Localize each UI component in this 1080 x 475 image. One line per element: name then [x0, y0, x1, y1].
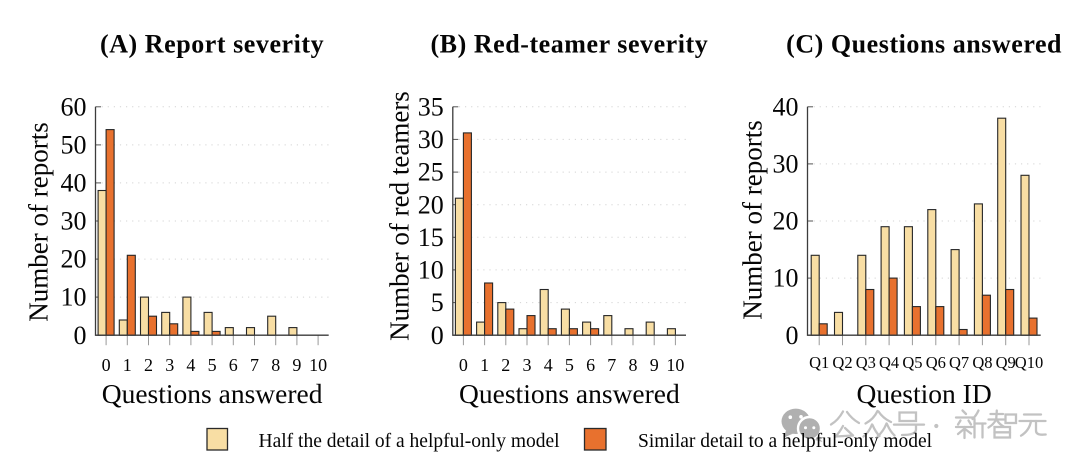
svg-text:2: 2 [144, 355, 153, 375]
svg-text:Questions answered: Questions answered [459, 378, 680, 409]
svg-text:6: 6 [229, 355, 238, 375]
svg-text:3: 3 [523, 355, 532, 375]
svg-text:(C) Questions answered: (C) Questions answered [786, 30, 1062, 59]
svg-text:10: 10 [666, 355, 684, 375]
svg-text:Number of red teamers: Number of red teamers [385, 91, 415, 341]
svg-text:7: 7 [607, 355, 616, 375]
svg-text:40: 40 [61, 169, 87, 198]
svg-text:0: 0 [74, 321, 87, 350]
svg-text:0: 0 [431, 321, 444, 350]
svg-text:Half the detail of a helpful-o: Half the detail of a helpful-only model [259, 431, 561, 452]
svg-text:Q1: Q1 [809, 353, 829, 372]
svg-text:Q9: Q9 [996, 353, 1016, 372]
svg-text:8: 8 [271, 355, 280, 375]
svg-text:10: 10 [773, 264, 799, 293]
svg-text:Q7: Q7 [949, 353, 969, 372]
svg-text:50: 50 [61, 131, 87, 160]
svg-text:7: 7 [250, 355, 259, 375]
svg-text:9: 9 [650, 355, 659, 375]
svg-text:1: 1 [123, 355, 132, 375]
svg-text:5: 5 [565, 355, 574, 375]
svg-text:6: 6 [586, 355, 595, 375]
svg-text:Questions answered: Questions answered [102, 378, 323, 409]
svg-text:9: 9 [292, 355, 301, 375]
svg-text:35: 35 [418, 92, 444, 121]
svg-text:20: 20 [773, 207, 799, 236]
svg-text:30: 30 [418, 125, 444, 154]
svg-text:30: 30 [61, 207, 87, 236]
svg-text:0: 0 [459, 355, 468, 375]
svg-text:15: 15 [418, 223, 444, 252]
svg-text:10: 10 [418, 256, 444, 285]
svg-text:4: 4 [186, 355, 195, 375]
svg-text:Q8: Q8 [972, 353, 992, 372]
svg-text:30: 30 [773, 150, 799, 179]
svg-text:8: 8 [629, 355, 638, 375]
svg-text:25: 25 [418, 158, 444, 187]
svg-text:10: 10 [309, 355, 327, 375]
svg-text:20: 20 [61, 245, 87, 274]
svg-text:40: 40 [773, 92, 799, 121]
svg-text:0: 0 [786, 321, 799, 350]
svg-text:5: 5 [208, 355, 217, 375]
svg-text:Q4: Q4 [879, 353, 899, 372]
svg-text:(B) Red-teamer severity: (B) Red-teamer severity [430, 30, 708, 59]
svg-text:1: 1 [480, 355, 489, 375]
svg-text:4: 4 [544, 355, 553, 375]
svg-text:60: 60 [61, 92, 87, 121]
svg-text:Similar detail to a helpful-on: Similar detail to a helpful-only model [638, 431, 933, 452]
svg-text:Number of reports: Number of reports [24, 122, 54, 321]
svg-text:2: 2 [501, 355, 510, 375]
svg-text:10: 10 [61, 283, 87, 312]
svg-text:Q3: Q3 [856, 353, 876, 372]
svg-text:0: 0 [102, 355, 111, 375]
svg-text:Q2: Q2 [832, 353, 852, 372]
svg-text:Q5: Q5 [902, 353, 922, 372]
svg-text:(A) Report severity: (A) Report severity [100, 30, 324, 59]
svg-text:Q6: Q6 [926, 353, 946, 372]
svg-text:Question ID: Question ID [856, 378, 991, 409]
svg-text:20: 20 [418, 190, 444, 219]
svg-text:Number of reports: Number of reports [738, 120, 768, 319]
svg-text:3: 3 [165, 355, 174, 375]
svg-text:5: 5 [431, 288, 444, 317]
svg-text:Q10: Q10 [1015, 353, 1043, 372]
